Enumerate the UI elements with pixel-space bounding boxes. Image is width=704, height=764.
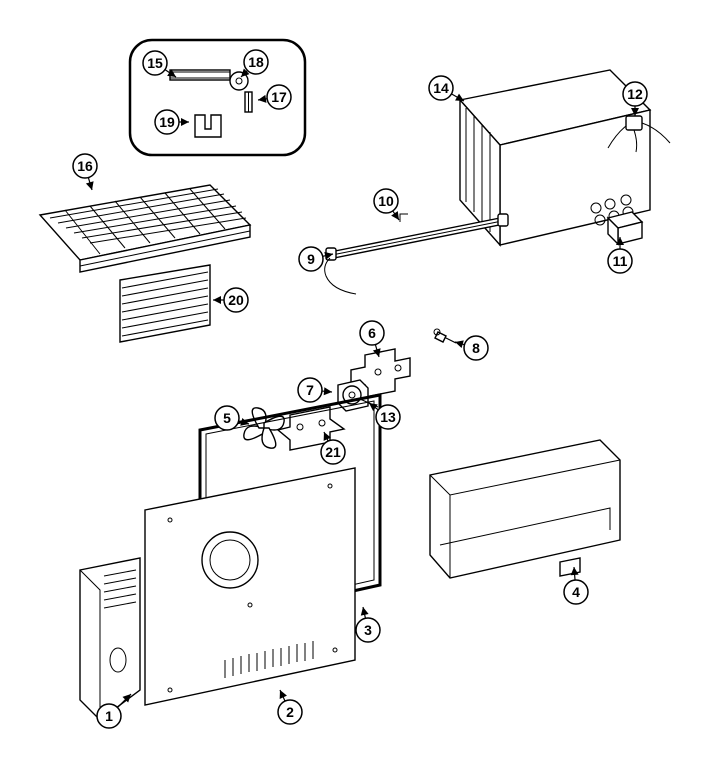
callout-label-14: 14: [433, 80, 449, 96]
callout-label-21: 21: [325, 444, 341, 460]
callout-label-3: 3: [364, 622, 372, 638]
callout-label-8: 8: [472, 340, 480, 356]
callout-label-12: 12: [627, 86, 643, 102]
callout-label-15: 15: [147, 55, 163, 71]
callout-arrow-20: [213, 296, 221, 304]
exploded-parts-diagram: 123456789101112131415161718192021: [0, 0, 704, 764]
part-8-screw: [434, 329, 456, 343]
callout-label-1: 1: [105, 708, 113, 724]
part-17-pin: [245, 92, 252, 112]
callout-label-5: 5: [223, 410, 231, 426]
callout-label-7: 7: [306, 382, 314, 398]
part-15-tube: [170, 70, 230, 80]
callout-label-4: 4: [572, 584, 580, 600]
callout-label-19: 19: [159, 114, 175, 130]
callout-label-18: 18: [248, 54, 264, 70]
callout-arrow-3: [361, 607, 369, 616]
callout-label-13: 13: [380, 409, 396, 425]
part-16-wire-shelf: [40, 185, 250, 272]
callout-arrow-10: [391, 211, 399, 220]
callout-arrow-7: [324, 387, 332, 395]
callout-label-2: 2: [286, 704, 294, 720]
callout-label-11: 11: [613, 253, 628, 269]
part-11-block: [608, 212, 642, 244]
callout-label-20: 20: [228, 292, 244, 308]
part-20-grille: [120, 265, 210, 342]
callout-label-10: 10: [378, 193, 394, 209]
callout-label-6: 6: [368, 325, 376, 341]
part-1-air-deflector: [80, 558, 140, 720]
callout-arrow-8: [455, 340, 464, 348]
callout-label-9: 9: [307, 251, 315, 267]
part-9-10-heater: [325, 214, 508, 294]
part-2-cover-panel: [145, 468, 355, 705]
callout-arrow-16: [86, 181, 94, 190]
callout-label-17: 17: [271, 89, 287, 105]
callout-label-16: 16: [77, 158, 93, 174]
part-4-drip-tray: [430, 440, 620, 578]
